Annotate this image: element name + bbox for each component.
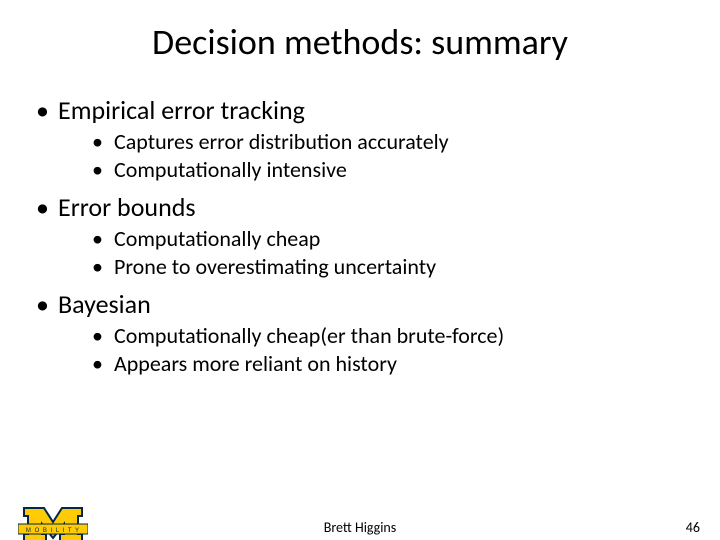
bullet-list: Empirical error tracking Captures error … <box>30 94 690 377</box>
sub-bullet-item: Computationally cheap <box>86 225 690 253</box>
slide: Decision methods: summary Empirical erro… <box>0 20 720 540</box>
bullet-label: Bayesian <box>58 288 151 320</box>
slide-title: Decision methods: summary <box>0 20 720 64</box>
slide-content: Empirical error tracking Captures error … <box>0 94 720 377</box>
sub-bullet-item: Computationally cheap(er than brute-forc… <box>86 322 690 350</box>
bullet-label: Empirical error tracking <box>58 94 305 126</box>
sub-bullet-list: Captures error distribution accurately C… <box>58 128 690 183</box>
sub-bullet-list: Computationally cheap(er than brute-forc… <box>58 322 690 377</box>
bullet-item: Empirical error tracking Captures error … <box>30 94 690 183</box>
sub-bullet-item: Captures error distribution accurately <box>86 128 690 156</box>
author-name: Brett Higgins <box>0 519 720 536</box>
bullet-label: Error bounds <box>58 191 196 223</box>
slide-footer: M O B I L I T Y Brett Higgins 46 <box>0 506 720 540</box>
bullet-item: Error bounds Computationally cheap Prone… <box>30 191 690 280</box>
sub-bullet-item: Appears more reliant on history <box>86 350 690 378</box>
sub-bullet-item: Computationally intensive <box>86 156 690 184</box>
bullet-item: Bayesian Computationally cheap(er than b… <box>30 288 690 377</box>
sub-bullet-item: Prone to overestimating uncertainty <box>86 253 690 281</box>
page-number: 46 <box>686 519 700 536</box>
sub-bullet-list: Computationally cheap Prone to overestim… <box>58 225 690 280</box>
